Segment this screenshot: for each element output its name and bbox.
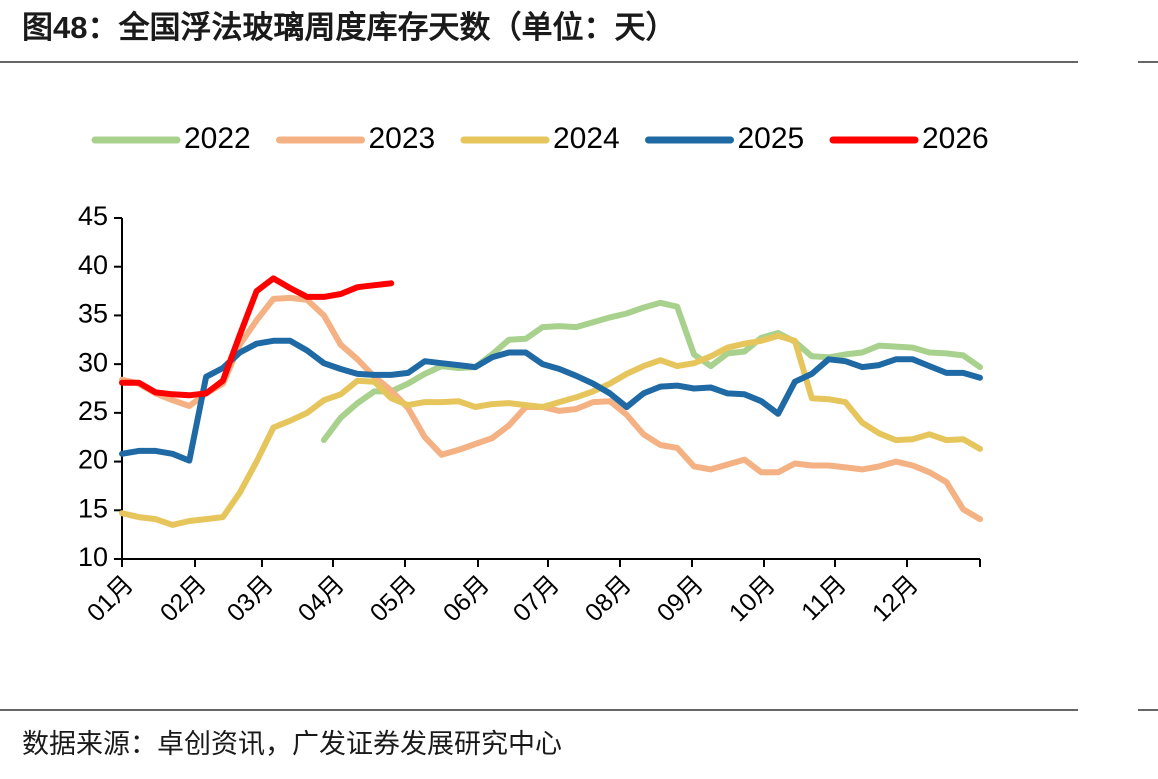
y-tick-label: 25	[78, 396, 108, 426]
x-tick-label: 09月	[652, 570, 709, 627]
y-tick-label: 45	[78, 201, 108, 231]
x-tick-label: 08月	[580, 570, 637, 627]
legend-label: 2026	[922, 122, 989, 155]
x-tick-label: 12月	[867, 570, 924, 627]
legend-label: 2024	[553, 122, 620, 155]
x-tick-label: 03月	[222, 570, 279, 627]
series-line	[119, 332, 983, 528]
y-tick-label: 30	[78, 347, 108, 377]
series-line	[119, 294, 983, 523]
x-tick-label: 07月	[508, 570, 565, 627]
y-tick-label: 40	[78, 250, 108, 280]
y-tick-label: 20	[78, 445, 108, 475]
y-tick-label: 35	[78, 299, 108, 329]
legend-label: 2022	[184, 122, 251, 155]
y-tick-label: 15	[78, 493, 108, 523]
series-line	[119, 275, 395, 399]
x-tick-label: 06月	[438, 570, 495, 627]
legend-label: 2023	[369, 122, 436, 155]
x-tick-label: 05月	[365, 570, 422, 627]
x-tick-label: 01月	[82, 570, 139, 627]
x-tick-label: 10月	[724, 570, 781, 627]
legend-label: 2025	[738, 122, 805, 155]
source-note: 数据来源：卓创资讯，广发证券发展研究中心	[22, 729, 562, 759]
x-tick-label: 04月	[293, 570, 350, 627]
series-line	[320, 299, 983, 444]
x-tick-label: 02月	[155, 570, 212, 627]
series-line	[119, 337, 983, 464]
chart-title: 图48：全国浮法玻璃周度库存天数（单位：天）	[22, 10, 676, 45]
y-tick-label: 10	[78, 542, 108, 572]
x-tick-label: 11月	[796, 570, 852, 626]
